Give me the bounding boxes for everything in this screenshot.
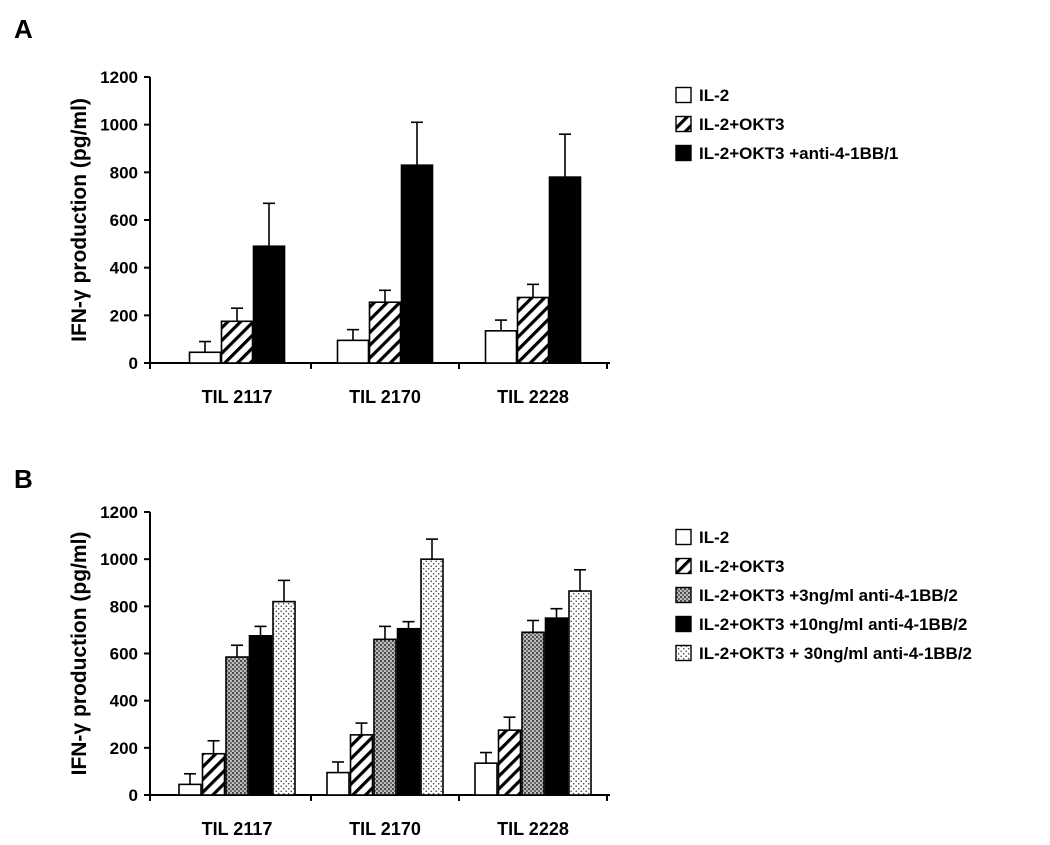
y-tick-label: 1200 — [100, 503, 138, 522]
legend-swatch — [675, 86, 692, 104]
bar-dots — [272, 600, 296, 796]
bar-black — [252, 245, 286, 364]
category-label: TIL 2117 — [202, 819, 273, 839]
bar-white — [484, 330, 518, 364]
bar-hatch — [497, 729, 522, 796]
bar-hatch — [349, 734, 374, 796]
bar-black — [548, 176, 582, 364]
y-tick-label: 400 — [110, 692, 138, 711]
y-tick-label: 0 — [129, 354, 138, 373]
y-tick-label: 800 — [110, 163, 138, 182]
bar-dots — [568, 590, 592, 796]
y-tick-label: 800 — [110, 597, 138, 616]
panel-label: A — [14, 14, 33, 44]
legend-swatch — [675, 557, 692, 575]
bar-white — [474, 762, 498, 796]
legend-swatch — [675, 615, 692, 633]
y-tick-label: 400 — [110, 259, 138, 278]
bar-black — [544, 617, 569, 796]
bar-black — [396, 627, 421, 796]
bar-white — [188, 351, 222, 364]
category-label: TIL 2170 — [349, 387, 421, 407]
legend-entry: IL-2+OKT3 +10ng/ml anti-4-1BB/2 — [699, 615, 967, 634]
y-tick-label: 0 — [129, 786, 138, 805]
panel-b: B 0 200 400 600 800 1000 1200 IFN-γ production (… — [14, 464, 972, 839]
legend-entry: IL-2+OKT3 — [699, 557, 785, 576]
y-tick-label: 1000 — [100, 116, 138, 135]
y-axis-label: IFN-γ production (pg/ml) — [68, 532, 91, 776]
category-label: TIL 2117 — [202, 387, 273, 407]
legend-entry: IL-2 — [699, 528, 729, 547]
y-tick-label: 1200 — [100, 68, 138, 87]
legend-swatch — [675, 144, 692, 162]
category-label: TIL 2228 — [497, 387, 569, 407]
y-tick-label: 600 — [110, 645, 138, 664]
legend-entry: IL-2+OKT3 — [699, 115, 785, 134]
legend-swatch — [675, 528, 692, 546]
bar-hatch — [201, 752, 226, 796]
legend-entry: IL-2+OKT3 +anti-4-1BB/1 — [699, 144, 898, 163]
legend-entry: IL-2 — [699, 86, 729, 105]
bar-black — [248, 635, 273, 796]
y-tick-label: 200 — [110, 306, 138, 325]
bar-hatch — [368, 301, 402, 364]
category-label: TIL 2228 — [497, 819, 569, 839]
category-label: TIL 2170 — [349, 819, 421, 839]
y-tick-label: 200 — [110, 739, 138, 758]
legend-swatch — [675, 586, 692, 604]
bar-white — [336, 339, 370, 364]
legend-swatch — [675, 644, 692, 662]
y-tick-label: 600 — [110, 211, 138, 230]
legend-entry: IL-2+OKT3 +3ng/ml anti-4-1BB/2 — [699, 586, 958, 605]
y-tick-label: 1000 — [100, 550, 138, 569]
legend-swatch — [675, 115, 692, 133]
bar-hatch — [516, 296, 550, 364]
y-axis-label: IFN-γ production (pg/ml) — [68, 98, 91, 342]
bar-dots — [420, 558, 444, 796]
panel-a: A 0 200 400 600 800 1000 1200 IFN-γ production (… — [14, 14, 898, 407]
legend-entry: IL-2+OKT3 + 30ng/ml anti-4-1BB/2 — [699, 644, 972, 663]
bar-black — [400, 164, 434, 364]
bar-grid — [225, 656, 249, 796]
panel-label: B — [14, 464, 33, 494]
bar-hatch — [220, 320, 254, 364]
bar-white — [178, 783, 202, 796]
bar-grid — [373, 638, 397, 796]
bar-grid — [521, 631, 545, 796]
bar-white — [326, 771, 350, 796]
